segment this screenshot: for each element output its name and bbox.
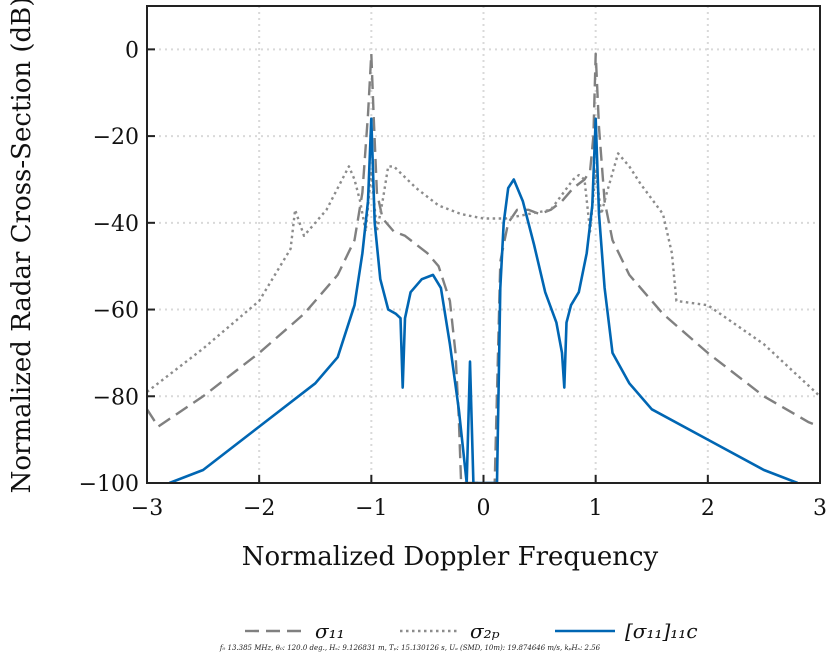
y-tick-label-1: −20 [93, 125, 139, 150]
y-tick-label-5: −100 [79, 472, 139, 497]
x-axis-title: Normalized Doppler Frequency [242, 542, 659, 572]
x-tick-label-6: 3 [813, 496, 827, 521]
tick-marks [146, 48, 821, 484]
y-tick-label-2: −40 [93, 212, 139, 237]
x-tick-label-0: −3 [131, 496, 163, 521]
series-line-2 [168, 117, 799, 483]
footnote: f₀ 13.385 MHz, θ₀: 120.0 deg., Hₛ: 9.126… [219, 644, 601, 652]
grid-lines [146, 6, 821, 484]
tick-labels: −3 −2 −1 0 1 2 3 0 −20 −40 −60 −80 −100 [79, 38, 827, 521]
y-tick-label-0: 0 [125, 38, 139, 63]
x-tick-label-3: 0 [477, 496, 491, 521]
y-tick-label-4: −80 [93, 385, 139, 410]
legend: σ₁₁ σ₂ₚ [σ₁₁]₁₁c [245, 619, 698, 643]
y-tick-label-3: −60 [93, 299, 139, 324]
x-tick-label-4: 1 [589, 496, 603, 521]
x-tick-label-1: −2 [243, 496, 275, 521]
legend-label-2: [σ₁₁]₁₁c [625, 619, 698, 643]
series-group [147, 52, 820, 483]
series-line-0 [147, 52, 820, 483]
x-tick-label-5: 2 [701, 496, 715, 521]
legend-label-0: σ₁₁ [315, 619, 345, 643]
legend-label-1: σ₂ₚ [470, 619, 500, 643]
y-axis-title: Normalized Radar Cross-Section (dB) [7, 0, 37, 493]
x-tick-label-2: −1 [355, 496, 387, 521]
series-line-1 [147, 152, 820, 398]
plot-frame [146, 5, 821, 484]
